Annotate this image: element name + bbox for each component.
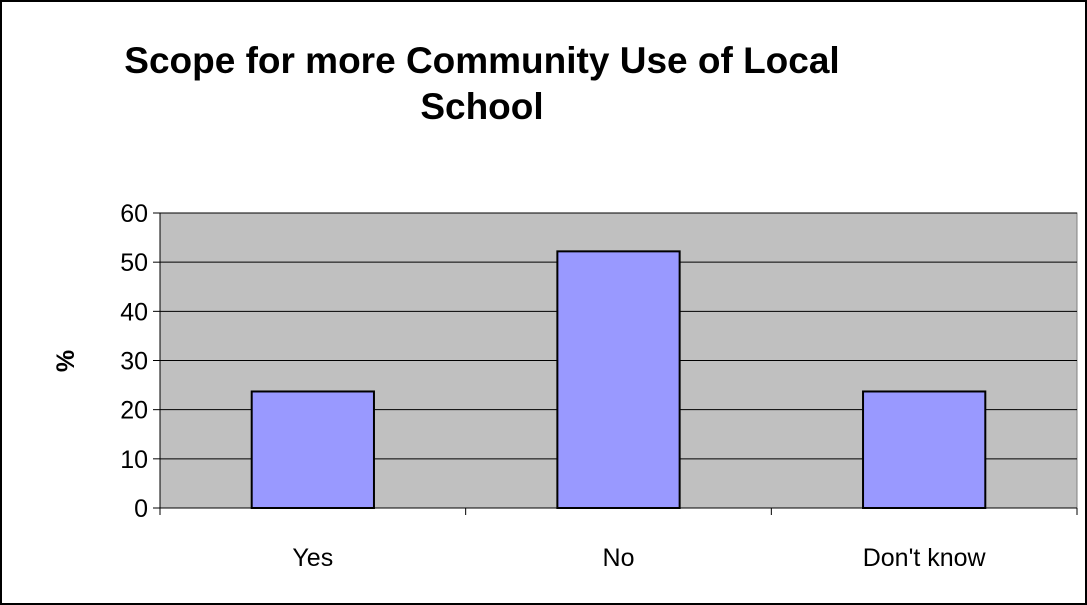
bar-don-t-know (862, 390, 987, 510)
bar-no (556, 250, 681, 509)
chart-title-line-2: School (420, 86, 544, 127)
y-tick-label-40: 40 (120, 298, 148, 326)
y-tick-label-60: 60 (120, 200, 148, 228)
bar-yes (250, 390, 375, 510)
y-axis-title: % (52, 350, 80, 372)
x-tick-label-yes: Yes (292, 544, 333, 572)
y-tick-label-50: 50 (120, 249, 148, 277)
y-tick-label-20: 20 (120, 397, 148, 425)
chart-title: Scope for more Community Use of Local Sc… (32, 38, 932, 130)
bars (250, 250, 987, 510)
y-tick-label-0: 0 (134, 495, 148, 523)
x-tick-labels: Yes No Don't know (292, 544, 986, 572)
x-tick-label-no: No (603, 544, 635, 572)
y-tick-labels: 0 10 20 30 40 50 60 (120, 200, 148, 523)
x-tick-label-don-t-know: Don't know (863, 544, 987, 572)
y-tick-label-10: 10 (120, 446, 148, 474)
chart-title-line-1: Scope for more Community Use of Local (124, 40, 840, 81)
y-tick-label-30: 30 (120, 348, 148, 376)
axes (153, 212, 1078, 515)
